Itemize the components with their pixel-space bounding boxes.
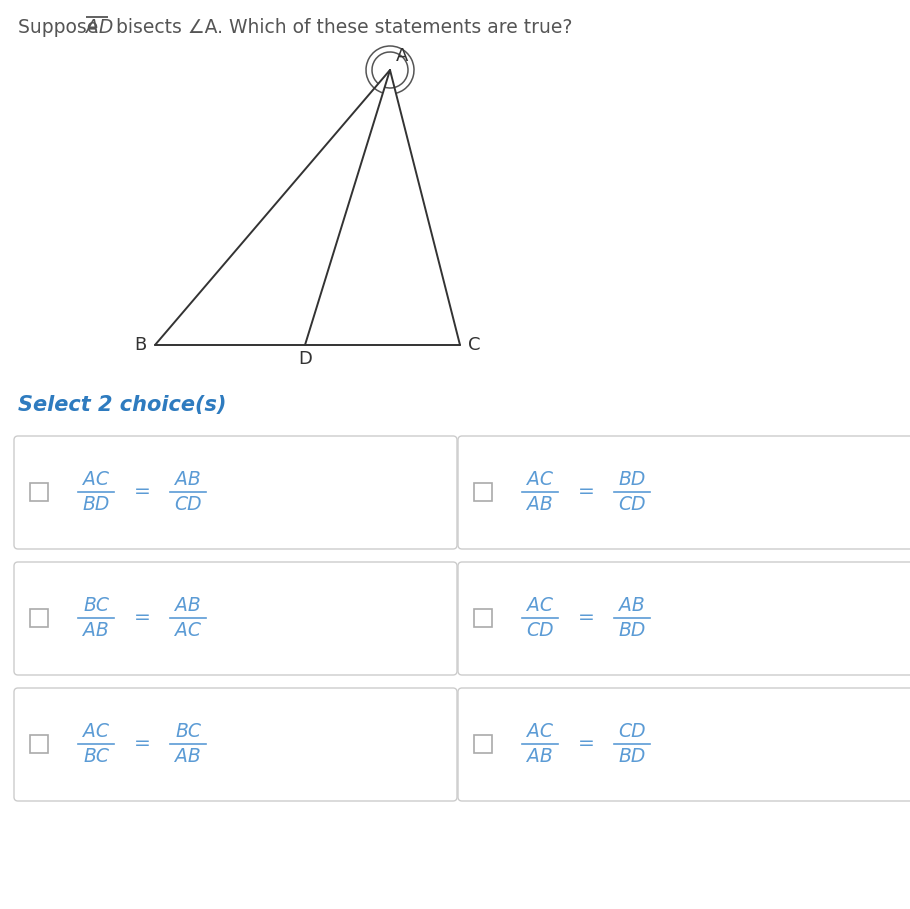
Text: AD: AD bbox=[86, 18, 114, 37]
Text: bisects ∠A. Which of these statements are true?: bisects ∠A. Which of these statements ar… bbox=[110, 18, 572, 37]
Text: =: = bbox=[578, 734, 594, 754]
Text: AB: AB bbox=[527, 495, 553, 514]
FancyBboxPatch shape bbox=[30, 483, 48, 501]
Text: BD: BD bbox=[618, 747, 646, 766]
Text: BD: BD bbox=[82, 495, 110, 514]
Text: Suppose: Suppose bbox=[18, 18, 105, 37]
Text: D: D bbox=[298, 350, 312, 368]
Text: AC: AC bbox=[83, 470, 109, 489]
Text: =: = bbox=[578, 483, 594, 502]
Text: BD: BD bbox=[618, 621, 646, 640]
Text: =: = bbox=[578, 608, 594, 627]
FancyBboxPatch shape bbox=[458, 562, 910, 675]
Text: BD: BD bbox=[618, 470, 646, 489]
Text: BC: BC bbox=[175, 722, 201, 741]
Text: AC: AC bbox=[527, 470, 553, 489]
Text: =: = bbox=[134, 483, 150, 502]
Text: CD: CD bbox=[618, 722, 646, 741]
FancyBboxPatch shape bbox=[14, 688, 457, 801]
Text: CD: CD bbox=[526, 621, 554, 640]
Text: AC: AC bbox=[175, 621, 201, 640]
Text: Select 2 choice(s): Select 2 choice(s) bbox=[18, 395, 227, 415]
Text: AB: AB bbox=[175, 747, 201, 766]
FancyBboxPatch shape bbox=[14, 436, 457, 549]
Text: C: C bbox=[468, 336, 480, 354]
Text: AB: AB bbox=[619, 596, 645, 615]
FancyBboxPatch shape bbox=[458, 688, 910, 801]
Text: AC: AC bbox=[527, 596, 553, 615]
Text: AB: AB bbox=[175, 470, 201, 489]
Text: =: = bbox=[134, 608, 150, 627]
Text: AB: AB bbox=[527, 747, 553, 766]
Text: CD: CD bbox=[174, 495, 202, 514]
Text: BC: BC bbox=[83, 747, 109, 766]
FancyBboxPatch shape bbox=[474, 483, 492, 501]
FancyBboxPatch shape bbox=[474, 609, 492, 627]
Text: B: B bbox=[135, 336, 147, 354]
FancyBboxPatch shape bbox=[30, 609, 48, 627]
Text: AB: AB bbox=[83, 621, 109, 640]
FancyBboxPatch shape bbox=[474, 735, 492, 753]
Text: BC: BC bbox=[83, 596, 109, 615]
FancyBboxPatch shape bbox=[30, 735, 48, 753]
Text: =: = bbox=[134, 734, 150, 754]
Text: A: A bbox=[396, 47, 409, 65]
FancyBboxPatch shape bbox=[14, 562, 457, 675]
Text: AC: AC bbox=[83, 722, 109, 741]
FancyBboxPatch shape bbox=[458, 436, 910, 549]
Text: AC: AC bbox=[527, 722, 553, 741]
Text: AB: AB bbox=[175, 596, 201, 615]
Text: CD: CD bbox=[618, 495, 646, 514]
